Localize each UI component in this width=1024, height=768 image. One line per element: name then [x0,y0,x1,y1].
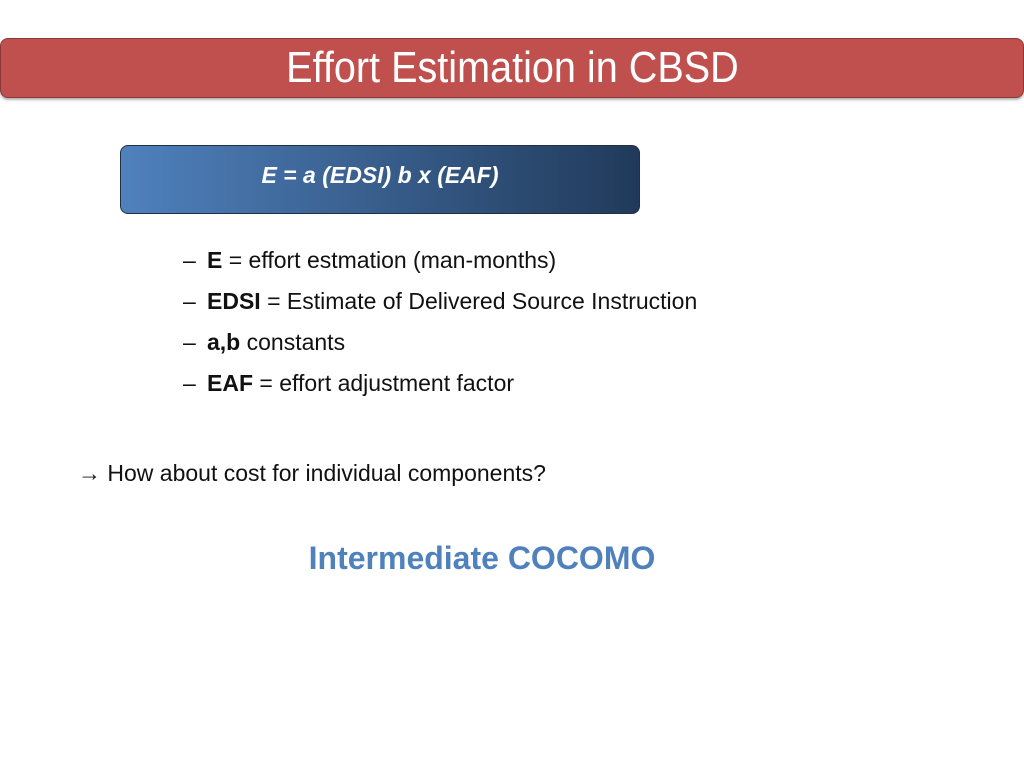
term: EAF [207,370,253,396]
term: E [207,247,223,273]
term: EDSI [207,288,261,314]
slide-title-bar: Effort Estimation in CBSD [0,38,1024,98]
definition: = Estimate of Delivered Source Instructi… [260,288,698,314]
list-item: – EAF = effort adjustment factor [183,370,697,411]
definition: = effort adjustment factor [253,370,515,396]
definition: = effort estmation (man-months) [222,247,557,273]
highlight-text: Intermediate COCOMO [308,540,656,576]
term: a,b [207,329,241,355]
list-item: – a,b constants [183,329,697,370]
slide-title: Effort Estimation in CBSD [285,43,739,92]
formula-box: E = a (EDSI) b x (EAF) [120,145,640,214]
bullet-list: – E = effort estmation (man-months) – EDSI… [183,247,697,411]
question-text: → How about cost for individual componen… [78,460,546,486]
formula-text: E = a (EDSI) b x (EAF) [261,162,499,188]
list-item: – EDSI = Estimate of Delivered Source Ins… [183,288,697,329]
list-item: – E = effort estmation (man-months) [183,247,697,288]
definition: constants [240,329,346,355]
